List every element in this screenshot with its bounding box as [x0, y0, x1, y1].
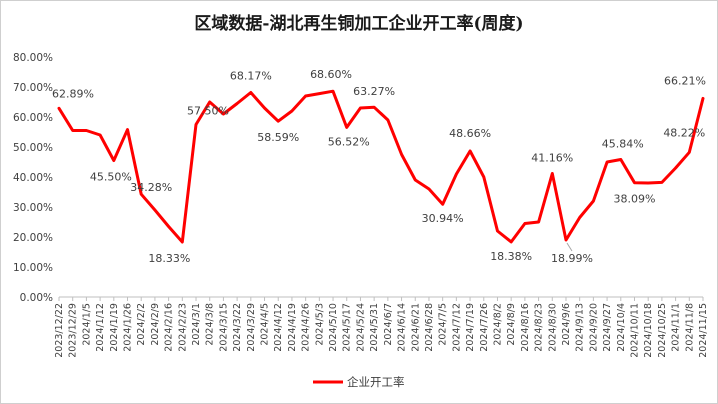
- x-tick-label: 2024/2/23: [177, 303, 188, 352]
- x-tick-label: 2024/7/26: [479, 303, 490, 352]
- x-tick-label: 2024/8/23: [534, 303, 545, 352]
- y-tick-label: 50.00%: [13, 142, 53, 154]
- x-tick-label: 2024/10/25: [657, 303, 668, 358]
- data-label: 58.59%: [257, 131, 299, 144]
- x-tick-label: 2024/7/19: [465, 303, 476, 352]
- x-tick-label: 2024/10/11: [629, 303, 640, 358]
- chart-title: 区域数据-湖北再生铜加工企业开工率(周度): [194, 13, 523, 34]
- x-tick-label: 2024/3/29: [246, 303, 257, 352]
- data-label: 63.27%: [353, 85, 395, 98]
- data-label: 48.22%: [663, 126, 705, 139]
- x-tick-label: 2024/6/21: [410, 303, 421, 352]
- x-tick-label: 2024/2/9: [150, 303, 161, 346]
- data-label: 62.89%: [52, 87, 94, 100]
- x-tick-label: 2024/4/12: [273, 303, 284, 352]
- y-axis: 0.00% 10.00% 20.00% 30.00% 40.00% 50.00% 60.00…: [13, 52, 53, 304]
- x-tick-label: 2024/2/16: [164, 303, 175, 352]
- x-tick-label: 2024/3/15: [218, 303, 229, 352]
- y-tick-label: 70.00%: [13, 82, 53, 94]
- data-label: 38.09%: [614, 193, 656, 206]
- x-tick-label: 2024/8/16: [520, 303, 531, 352]
- x-tick-label: 2024/6/28: [424, 303, 435, 352]
- data-label: 45.50%: [90, 171, 132, 184]
- series-line: [57, 89, 705, 244]
- legend: 企业开工率: [313, 375, 405, 389]
- data-label: 18.99%: [551, 252, 593, 265]
- x-tick-label: 2024/4/26: [301, 303, 312, 352]
- x-tick-label: 2024/1/5: [81, 303, 92, 346]
- x-tick-label: 2024/3/22: [232, 303, 243, 352]
- x-tick-label: 2024/3/8: [205, 303, 216, 346]
- x-tick-label: 2024/5/31: [369, 303, 380, 352]
- data-label: 56.52%: [328, 135, 370, 148]
- y-tick-label: 80.00%: [13, 52, 53, 64]
- data-label: 18.33%: [148, 252, 190, 265]
- x-tick-label: 2024/1/26: [123, 303, 134, 352]
- x-tick-label: 2024/5/17: [342, 303, 353, 352]
- x-tick-label: 2024/7/5: [438, 303, 449, 346]
- x-tick-label: 2024/9/6: [561, 303, 572, 346]
- x-tick-label: 2024/8/30: [547, 303, 558, 352]
- y-tick-label: 60.00%: [13, 112, 53, 124]
- data-label: 68.17%: [230, 69, 272, 82]
- x-tick-label: 2024/6/7: [383, 303, 394, 346]
- x-tick-label: 2024/11/1: [671, 303, 682, 352]
- x-tick-label: 2024/4/5: [260, 303, 271, 346]
- y-tick-label: 10.00%: [13, 262, 53, 274]
- x-tick-label: 2024/7/12: [451, 303, 462, 352]
- data-label: 45.84%: [602, 137, 644, 150]
- x-tick-label: 2024/9/20: [588, 303, 599, 352]
- x-tick-label: 2024/11/8: [684, 303, 695, 352]
- legend-label: 企业开工率: [347, 375, 405, 389]
- x-tick-label: 2024/2/2: [136, 303, 147, 346]
- x-tick-label: 2024/8/9: [506, 303, 517, 346]
- x-tick-label: 2024/3/1: [191, 303, 202, 346]
- x-tick-label: 2024/9/13: [575, 303, 586, 352]
- x-tick-label: 2024/5/10: [328, 303, 339, 352]
- data-label: 18.38%: [490, 250, 532, 263]
- y-tick-label: 40.00%: [13, 172, 53, 184]
- x-tick-label: 2023/12/22: [54, 303, 65, 358]
- x-tick-label: 2024/6/14: [397, 303, 408, 352]
- x-tick-label: 2024/10/18: [643, 303, 654, 358]
- x-tick-label: 2024/4/19: [287, 303, 298, 352]
- y-tick-label: 20.00%: [13, 232, 53, 244]
- x-tick-label: 2024/8/2: [492, 303, 503, 346]
- x-tick-label: 2024/1/12: [95, 303, 106, 352]
- data-labels: 62.89% 45.50%34.28% 18.33% 57.50% 68.17% 58.5…: [52, 68, 706, 265]
- x-axis: 2023/12/22 2023/12/29 2024/1/5 2024/1/12 202…: [54, 296, 709, 358]
- series-group: [57, 89, 705, 244]
- data-label: 68.60%: [310, 68, 352, 81]
- x-tick-label: 2024/11/15: [698, 303, 709, 358]
- x-tick-label: 2023/12/29: [68, 303, 79, 358]
- data-label: 30.94%: [422, 212, 464, 225]
- data-label: 48.66%: [449, 127, 491, 140]
- data-label: 41.16%: [531, 152, 573, 165]
- data-label: 57.50%: [187, 105, 229, 118]
- x-tick-label: 2024/5/3: [314, 303, 325, 346]
- x-tick-label: 2024/9/27: [602, 303, 613, 352]
- data-label-leader: [566, 242, 573, 252]
- x-tick-label: 2024/5/24: [355, 303, 366, 352]
- x-tick-label: 2024/10/4: [616, 303, 627, 352]
- data-label: 66.21%: [664, 74, 706, 87]
- y-tick-label: 0.00%: [20, 292, 53, 304]
- y-tick-label: 30.00%: [13, 202, 53, 214]
- x-tick-label: 2024/1/19: [109, 303, 120, 352]
- data-label: 34.28%: [130, 181, 172, 194]
